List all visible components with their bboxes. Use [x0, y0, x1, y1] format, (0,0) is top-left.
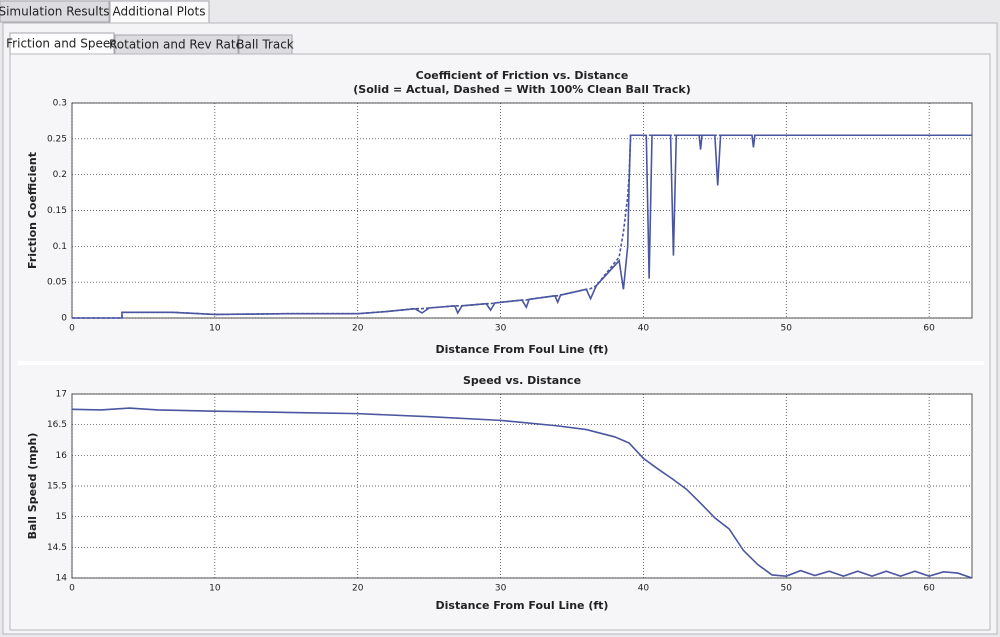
x-tick-label: 30 [495, 584, 507, 594]
chart-title: Coefficient of Friction vs. Distance [416, 69, 629, 82]
x-tick-label: 20 [352, 324, 364, 334]
x-tick-label: 50 [781, 324, 793, 334]
y-tick-label: 17 [56, 390, 67, 400]
y-tick-label: 0.15 [47, 206, 67, 216]
x-tick-label: 60 [923, 324, 935, 334]
y-tick-label: 15 [56, 512, 67, 522]
x-tick-label: 20 [352, 584, 364, 594]
data-line [71, 407, 973, 579]
x-tick-label: 40 [638, 584, 650, 594]
y-tick-label: 0 [61, 314, 67, 324]
y-axis-label: Friction Coefficient [26, 152, 39, 269]
x-tick-label: 30 [495, 324, 507, 334]
chart-title: Speed vs. Distance [463, 374, 581, 387]
y-tick-label: 16.5 [47, 420, 67, 430]
tab-label[interactable]: Additional Plots [113, 5, 206, 19]
x-tick-label: 60 [923, 584, 935, 594]
x-tick-label: 10 [209, 324, 221, 334]
chart-subtitle: (Solid = Actual, Dashed = With 100% Clea… [353, 83, 690, 96]
y-tick-label: 14.5 [47, 543, 67, 553]
y-tick-label: 15.5 [47, 482, 67, 492]
x-tick-label: 0 [69, 324, 75, 334]
y-tick-label: 14 [56, 574, 68, 584]
y-tick-label: 0.25 [47, 134, 67, 144]
y-tick-label: 0.3 [53, 99, 67, 109]
y-tick-label: 0.1 [53, 242, 67, 252]
tab-label[interactable]: Simulation Results [0, 5, 110, 19]
x-axis-label: Distance From Foul Line (ft) [436, 599, 609, 612]
x-tick-label: 0 [69, 584, 75, 594]
y-axis-label: Ball Speed (mph) [26, 433, 39, 540]
x-tick-label: 40 [638, 324, 650, 334]
subtab-label[interactable]: Rotation and Rev Rate [109, 38, 243, 52]
y-tick-label: 16 [56, 451, 68, 461]
tab[interactable] [0, 0, 110, 23]
x-tick-label: 50 [781, 584, 793, 594]
x-tick-label: 10 [209, 584, 221, 594]
y-tick-label: 0.2 [53, 170, 67, 180]
subtab-label[interactable]: Friction and Speed [6, 37, 118, 51]
y-tick-label: 0.05 [47, 278, 67, 288]
subtab-label[interactable]: Ball Track [236, 38, 294, 52]
x-axis-label: Distance From Foul Line (ft) [436, 343, 609, 356]
data-line [72, 134, 972, 319]
